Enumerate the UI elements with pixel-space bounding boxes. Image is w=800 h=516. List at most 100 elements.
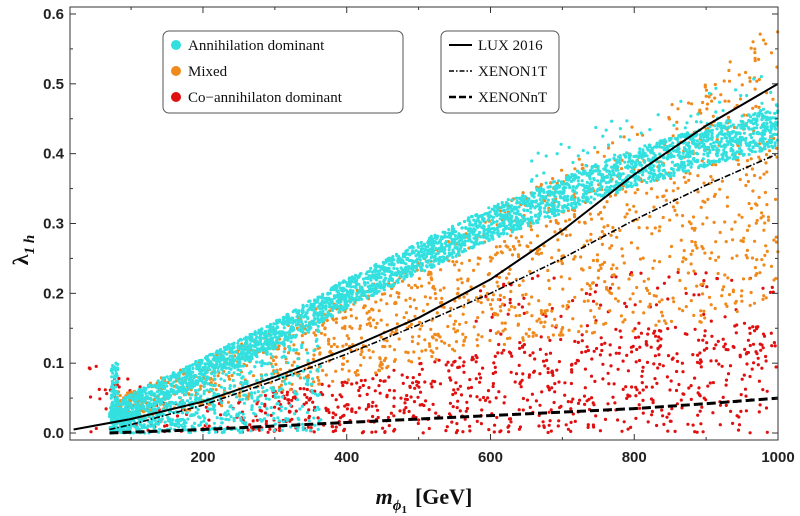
mixed-point — [323, 327, 327, 331]
mixed-point — [347, 369, 351, 373]
coannihilation-point — [175, 414, 180, 418]
annihilation-point — [661, 169, 665, 173]
mixed-point — [750, 256, 755, 260]
coannihilation-point — [697, 338, 701, 342]
mixed-point — [751, 189, 755, 193]
annihilation-point — [274, 345, 279, 349]
mixed-point — [594, 321, 598, 325]
mixed-point — [692, 269, 696, 273]
coannihilation-point — [633, 336, 638, 340]
coannihilation-point — [748, 431, 752, 435]
mixed-point — [500, 321, 504, 325]
coannihilation-point — [330, 425, 335, 429]
mixed-point — [758, 176, 762, 180]
mixed-point — [495, 251, 499, 255]
mixed-point — [747, 224, 751, 228]
annihilation-point — [550, 211, 555, 216]
coannihilation-point — [481, 366, 485, 370]
annihilation-point — [506, 198, 510, 202]
mixed-point — [731, 288, 736, 292]
coannihilation-point — [418, 390, 423, 394]
annihilation-point — [727, 133, 731, 137]
mixed-point — [464, 335, 468, 339]
coannihilation-point — [689, 397, 693, 401]
annihilation-point — [741, 120, 745, 124]
mixed-point — [502, 342, 506, 347]
coannihilation-point — [417, 418, 421, 422]
coannihilation-point — [748, 374, 752, 379]
mixed-point — [757, 105, 761, 109]
coannihilation-point — [494, 396, 498, 400]
annihilation-point — [321, 305, 325, 309]
mixed-point — [701, 100, 705, 105]
coannihilation-point — [608, 353, 612, 357]
annihilation-point — [384, 260, 388, 264]
coannihilation-point — [573, 419, 577, 423]
coannihilation-point — [334, 425, 338, 429]
mixed-point — [588, 284, 592, 288]
mixed-point — [765, 203, 769, 207]
coannihilation-point — [638, 345, 642, 349]
mixed-point — [411, 335, 415, 339]
mixed-point — [332, 342, 336, 346]
annihilation-point — [625, 151, 629, 155]
coannihilation-point — [622, 420, 626, 424]
coannihilation-point — [616, 367, 620, 371]
coannihilation-point — [739, 409, 743, 413]
coannihilation-point — [340, 395, 344, 399]
mixed-point — [216, 374, 220, 378]
mixed-point — [620, 247, 624, 251]
mixed-point — [443, 341, 447, 345]
annihilation-point — [664, 171, 668, 176]
annihilation-point — [568, 186, 572, 190]
mixed-point — [622, 261, 626, 265]
coannihilation-point — [630, 350, 634, 354]
mixed-point — [755, 272, 759, 276]
annihilation-point — [670, 160, 675, 164]
coannihilation-point — [514, 372, 519, 376]
coannihilation-point — [621, 359, 625, 363]
mixed-point — [764, 42, 768, 46]
annihilation-point — [716, 151, 720, 155]
annihilation-point — [275, 325, 279, 329]
mixed-point — [617, 286, 621, 290]
annihilation-point — [717, 159, 721, 163]
mixed-point — [423, 338, 427, 342]
annihilation-point — [672, 171, 676, 175]
annihilation-point — [158, 392, 162, 396]
annihilation-point — [538, 197, 542, 201]
coannihilation-point — [669, 419, 673, 423]
coannihilation-point — [659, 329, 663, 333]
annihilation-point — [697, 165, 701, 169]
mixed-point — [230, 373, 234, 378]
coannihilation-point — [316, 416, 320, 420]
annihilation-point — [394, 271, 398, 275]
mixed-point — [517, 283, 522, 287]
coannihilation-point — [748, 331, 752, 335]
mixed-point — [514, 236, 518, 240]
coannihilation-point — [363, 378, 367, 382]
annihilation-point — [771, 146, 775, 150]
coannihilation-point — [389, 411, 393, 415]
mixed-point — [417, 277, 421, 281]
coannihilation-point — [392, 396, 396, 400]
coannihilation-point — [546, 367, 550, 371]
annihilation-point — [532, 191, 537, 195]
mixed-point — [705, 107, 709, 111]
mixed-point — [577, 330, 581, 334]
mixed-point — [713, 96, 717, 100]
mixed-point — [746, 179, 751, 184]
coannihilation-point — [422, 403, 426, 408]
coannihilation-point — [634, 385, 638, 389]
annihilation-point — [467, 232, 471, 236]
coannihilation-point — [479, 376, 483, 380]
mixed-point — [740, 299, 744, 303]
coannihilation-point — [751, 325, 755, 329]
coannihilation-point — [667, 412, 671, 416]
coannihilation-point — [374, 430, 378, 434]
coannihilation-point — [350, 382, 354, 386]
mixed-point — [412, 350, 416, 354]
mixed-point — [651, 266, 655, 270]
annihilation-point — [604, 164, 608, 168]
mixed-point — [227, 377, 232, 381]
